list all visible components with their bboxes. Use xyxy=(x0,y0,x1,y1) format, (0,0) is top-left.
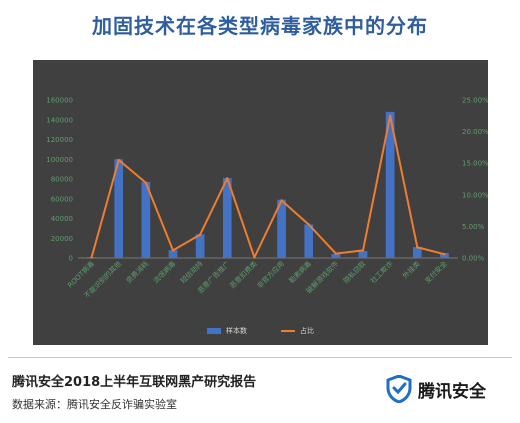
footer-divider xyxy=(8,357,512,358)
bar xyxy=(440,253,449,258)
chart-legend: 样本数 占比 xyxy=(33,324,488,338)
y-left-tick-label: 120000 xyxy=(46,136,73,144)
bar xyxy=(412,247,422,258)
y-left-tick-label: 60000 xyxy=(51,195,73,203)
bar xyxy=(385,111,395,258)
line-point xyxy=(388,114,392,117)
brand-name: 腾讯安全 xyxy=(418,381,486,402)
y-right-tick-label: 0.00% xyxy=(462,255,485,263)
line-point xyxy=(253,256,256,259)
y-left-tick-label: 160000 xyxy=(46,97,73,105)
x-tick-label: 支付安全 xyxy=(423,259,449,285)
y-left-tick-label: 20000 xyxy=(51,235,73,243)
y-left-tick-label: 100000 xyxy=(46,156,73,164)
bar xyxy=(195,234,205,258)
chart-panel: 0 20000 40000 60000 80000 100000 120000 140000 1… xyxy=(33,60,488,345)
line-point xyxy=(144,181,148,184)
x-tick-label: 外挂类 xyxy=(400,259,421,280)
line-point xyxy=(307,223,310,226)
bar xyxy=(222,178,232,258)
bar xyxy=(168,250,178,258)
line-point xyxy=(280,199,283,202)
y-left-tick-label: 0 xyxy=(69,255,73,263)
brand-logo: 腾讯安全 xyxy=(386,373,486,405)
bar xyxy=(277,199,286,258)
bar xyxy=(304,224,314,258)
x-tick-label: 恶意扣费类 xyxy=(228,259,259,290)
x-tick-label: 短信劫持 xyxy=(178,259,204,285)
line-point xyxy=(443,253,446,256)
y-right-tick-label: 5.00% xyxy=(462,223,485,231)
report-title: 腾讯安全2018上半年互联网黑产研究报告 xyxy=(12,375,257,390)
shield-icon xyxy=(386,375,412,403)
line-point xyxy=(171,249,175,252)
line-series xyxy=(90,114,445,259)
legend-item-line: 占比 xyxy=(281,324,314,338)
y-left-tick-label: 80000 xyxy=(51,176,73,184)
bar xyxy=(114,159,124,258)
bar xyxy=(141,181,151,258)
legend-label-line: 占比 xyxy=(300,327,314,335)
x-tick-label: 资费消耗 xyxy=(124,259,150,285)
x-tick-label: 隐私窃取 xyxy=(341,259,367,285)
y-right-tick-label: 20.00% xyxy=(462,128,488,136)
line-point xyxy=(198,233,202,236)
x-tick-label: 非官方应用 xyxy=(255,259,286,290)
y-left-tick-label: 40000 xyxy=(51,215,73,223)
line-point xyxy=(117,158,120,162)
y-right-tick-label: 15.00% xyxy=(462,160,488,168)
legend-item-bar: 样本数 xyxy=(207,324,247,338)
y-left-tick-label: 140000 xyxy=(46,116,73,124)
x-tick-label: 社工欺诈 xyxy=(368,259,394,285)
legend-swatch-line xyxy=(281,330,295,332)
line-point xyxy=(416,246,419,249)
line-point xyxy=(90,256,93,259)
line-point xyxy=(361,249,365,252)
data-source: 数据来源：腾讯安全反诈骗实验室 xyxy=(12,398,177,411)
y-right-tick-label: 10.00% xyxy=(462,191,488,199)
bar xyxy=(331,254,341,258)
x-tick-label: 流氓病毒 xyxy=(151,259,177,285)
legend-swatch-bar xyxy=(207,328,221,334)
line-point xyxy=(226,177,229,180)
x-tick-label: 勒索病毒 xyxy=(287,259,313,285)
line-point xyxy=(334,252,338,255)
legend-label-bar: 样本数 xyxy=(226,327,247,335)
chart-title: 加固技术在各类型病毒家族中的分布 xyxy=(92,14,428,38)
bar xyxy=(358,251,368,258)
y-right-tick-label: 25.00% xyxy=(462,97,488,105)
chart-plot: 0 20000 40000 60000 80000 100000 120000 140000 1… xyxy=(46,97,488,301)
